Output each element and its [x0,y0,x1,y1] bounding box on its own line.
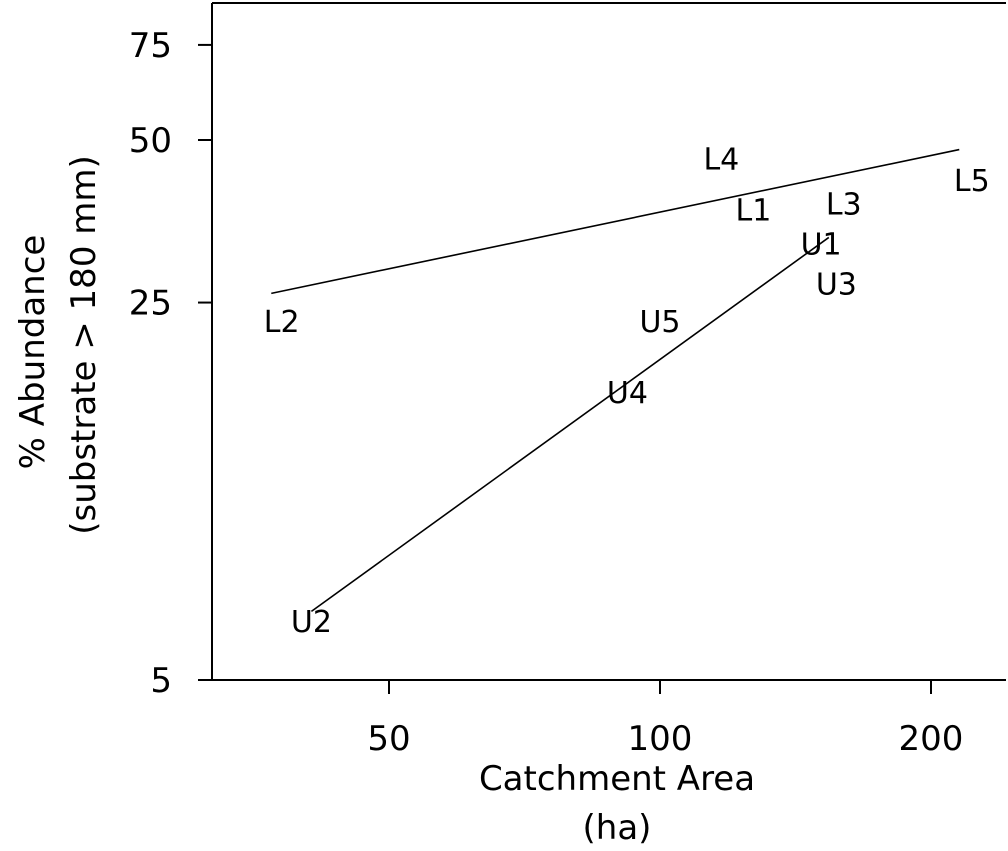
x-tick-label: 200 [899,719,964,759]
y-tick-label: 5 [150,661,172,701]
y-tick-label: 75 [129,26,172,66]
axes [211,2,1006,681]
y-axis-subtitle: (substrate > 180 mm) [64,155,104,535]
y-axis-title: % Abundance [13,235,53,470]
y-tick-label: 50 [129,121,172,161]
x-axis-unit: (ha) [583,808,652,848]
fit-line-2 [310,236,830,613]
data-points: L1 L2 L3 L4 L5 U1 U2 U3 U4 U5 [264,143,990,641]
point-L4: L4 [703,143,739,178]
x-ticks: 50 100 200 [367,680,963,759]
x-tick-label: 50 [367,719,410,759]
point-L2: L2 [264,305,300,340]
point-U2: U2 [291,605,332,640]
point-L5: L5 [954,164,990,199]
y-tick-label: 25 [129,284,172,324]
x-axis-title: Catchment Area [479,759,755,799]
point-U3: U3 [816,268,857,303]
point-U5: U5 [639,305,680,340]
point-L3: L3 [826,187,862,222]
y-ticks: 5 25 50 75 [129,26,212,701]
point-U4: U4 [607,376,648,411]
x-tick-label: 100 [628,719,693,759]
fit-lines [271,148,960,613]
point-L1: L1 [736,194,772,229]
fit-line-1 [271,148,960,295]
point-U1: U1 [801,228,842,263]
